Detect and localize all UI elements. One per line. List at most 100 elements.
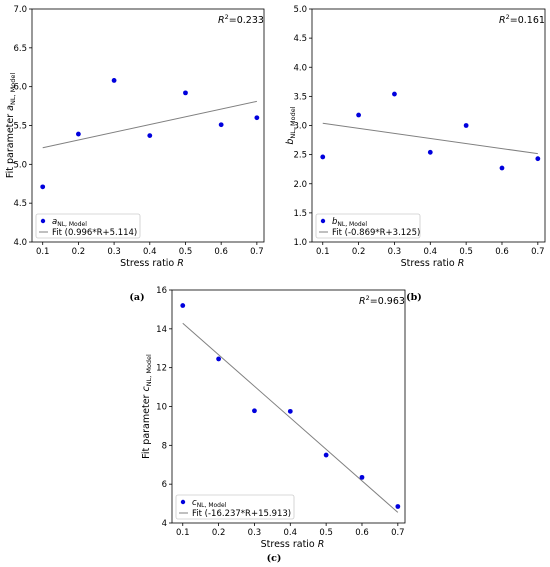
data-point [463,123,469,128]
legend-label-fit: Fit (-16.237*R+15.913) [192,509,291,519]
data-point [392,91,397,97]
chart-panel-2: 0.1 0.2 0.3 0.4 0.5 0.6 0.7 1.0 1.5 2.0 2.5 3.0 3.5 4… [285,5,546,303]
data-point [76,131,81,137]
x-axis-label-text: Stress ratio [401,258,458,269]
legend-label-points-sub: NL, Model [197,502,227,509]
r-squared-exponent: 2 [225,13,229,21]
y-axis-label: bNL, Model [285,106,297,144]
x-axis-label-var: R [177,258,184,269]
y-tick-label: 3.5 [293,92,307,102]
r-squared-symbol: R [499,15,506,26]
legend-marker-points [40,218,46,224]
x-tick-label: 0.7 [250,247,264,257]
x-tick-label: 0.1 [316,247,330,257]
x-tick-label: 0.7 [531,247,545,257]
x-axis-label-var: R [458,258,465,269]
x-tick-label: 0.4 [424,247,438,257]
legend-box [175,494,295,520]
y-tick-label: 1.5 [293,209,307,219]
legend-label-points: bNL, Model [332,217,367,228]
x-tick-label: 0.4 [143,247,157,257]
y-tick-label: 5.0 [293,5,307,15]
data-point [147,133,153,138]
chart-panel-3: 0.1 0.2 0.3 0.4 0.5 0.6 0.7 4 6 8 10 12 14 16 Stress r… [141,286,406,564]
data-point [254,115,260,121]
x-tick-label: 0.7 [391,528,405,538]
x-tick-label: 0.5 [459,247,473,257]
data-point [323,452,329,458]
r-squared-label: R2=0.233 [218,13,264,26]
panel-caption: (b) [406,292,422,303]
y-tick-label: 4.0 [13,238,27,248]
x-axis-label: Stress ratio R [401,258,465,269]
y-tick-label: 4.5 [293,34,307,44]
chart-panel-1: 0.1 0.2 0.3 0.4 0.5 0.6 0.7 4.0 4.5 5.0 5.5 6.0 6.5 7… [5,5,265,303]
y-tick-label: 4 [162,519,167,529]
x-axis-label-text: Stress ratio [261,539,318,550]
panel-caption: (a) [129,292,144,303]
y-tick-label: 3.0 [293,122,307,132]
data-point [356,112,361,118]
plot-frame [311,8,546,243]
y-tick-label: 7.0 [13,5,27,15]
y-tick-label: 6 [162,480,167,490]
y-axis-label-sub: NL, Model [9,73,17,105]
legend-box [35,213,141,239]
y-tick-label: 8 [162,441,167,451]
data-point [111,78,117,83]
y-tick-label: 12 [156,364,167,374]
y-axis-label-var: a [5,105,16,111]
y-tick-label: 4.5 [13,199,27,209]
fit-line [42,100,257,149]
r-squared-symbol: R [218,15,225,26]
panel-caption: (c) [267,553,282,564]
y-axis-label-var: b [285,139,296,145]
data-point [499,165,505,171]
x-tick-label: 0.3 [388,247,402,257]
r-squared-exponent: 2 [366,294,370,302]
plot-frame [31,8,265,243]
y-tick-label: 14 [156,325,167,335]
y-tick-label: 2.5 [293,151,307,161]
x-axis-label: Stress ratio R [261,539,325,550]
legend-label-points-sub: NL, Model [57,221,87,228]
r-squared-label: R2=0.161 [499,13,545,26]
x-tick-label: 0.4 [284,528,298,538]
y-axis-label-sub: NL, Model [145,354,153,386]
y-axis-label: Fit parameter aNL, Model [5,73,17,178]
data-point [395,504,401,509]
legend-marker-points [320,218,326,224]
data-point [535,156,541,162]
x-axis-label-text: Stress ratio [120,258,177,269]
legend-label-points-var: a [52,217,57,227]
y-axis-label-text: Fit parameter [141,392,152,459]
y-tick-label: 10 [156,403,167,413]
y-axis-label-sub: NL, Model [289,106,297,138]
y-tick-label: 6.0 [13,83,27,93]
y-tick-label: 4.0 [293,63,307,73]
x-tick-label: 0.3 [107,247,121,257]
data-point [320,154,326,160]
data-point [216,356,222,362]
x-tick-label: 0.2 [352,247,366,257]
y-tick-label: 1.0 [293,238,307,248]
data-point [183,90,188,96]
r-squared-exponent: 2 [506,13,510,21]
y-tick-label: 5.5 [13,122,27,132]
x-tick-label: 0.2 [212,528,226,538]
legend-label-points-var: b [332,217,337,227]
data-point [180,303,186,308]
data-point [252,408,257,414]
y-tick-label: 2.0 [293,180,307,190]
legend-label-points: cNL, Model [192,498,227,509]
legend-label-points-var: c [192,498,197,508]
legend-label-fit: Fit (0.996*R+5.114) [52,228,137,238]
r-squared-symbol: R [359,296,366,307]
r-squared-value: =0.233 [229,15,264,26]
fit-line [182,322,399,513]
y-tick-label: 5.0 [13,160,27,170]
x-tick-label: 0.6 [214,247,228,257]
y-axis-label-var: c [141,386,152,392]
legend-marker-points [180,499,186,505]
